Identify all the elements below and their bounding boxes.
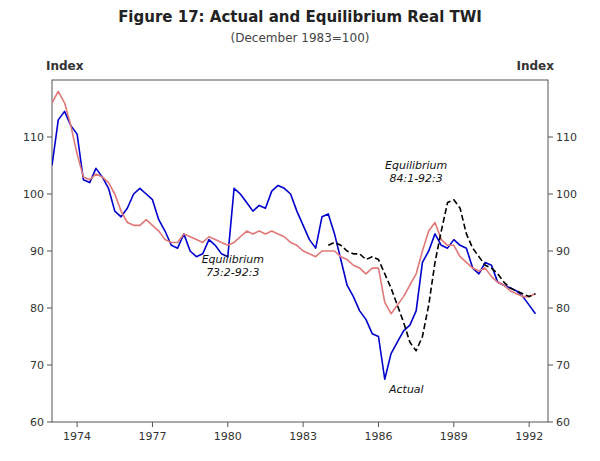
chart: Figure 17: Actual and Equilibrium Real T… bbox=[0, 0, 600, 461]
x-tick bbox=[303, 422, 304, 427]
y-tick bbox=[47, 308, 52, 309]
y2-tick bbox=[548, 365, 553, 366]
y-tick-label: 100 bbox=[23, 188, 44, 201]
y-tick-label: 60 bbox=[30, 416, 44, 429]
y2-tick-label: 80 bbox=[556, 302, 570, 315]
y-tick-label: 90 bbox=[30, 245, 44, 258]
x-tick bbox=[152, 422, 153, 427]
y2-axis-label: Index bbox=[517, 59, 555, 73]
y2-tick-label: 90 bbox=[556, 245, 570, 258]
x-tick bbox=[227, 422, 228, 427]
y2-tick-label: 110 bbox=[556, 131, 577, 144]
annotation-line: Equilibrium bbox=[385, 159, 447, 172]
lines bbox=[52, 91, 535, 379]
ticks: 1974 1977 1980 1983 1986 1989 1992 60 70 80 90 100 1… bbox=[23, 131, 577, 443]
y2-tick bbox=[548, 194, 553, 195]
x-tick bbox=[77, 422, 78, 427]
annotation-line: 84:1-92:3 bbox=[389, 172, 442, 185]
y-tick-label: 110 bbox=[23, 131, 44, 144]
title: Figure 17: Actual and Equilibrium Real T… bbox=[118, 8, 482, 26]
annotations: Equilibrium73:2-92:3Equilibrium84:1-92:3… bbox=[202, 159, 448, 397]
x-tick bbox=[378, 422, 379, 427]
annotation: Actual bbox=[388, 383, 424, 396]
y-tick-label: 80 bbox=[30, 302, 44, 315]
y2-tick bbox=[548, 308, 553, 309]
y2-tick-label: 70 bbox=[556, 359, 570, 372]
x-tick-label: 1974 bbox=[63, 430, 91, 443]
plot-frame bbox=[52, 80, 548, 422]
y2-tick bbox=[548, 251, 553, 252]
x-tick bbox=[529, 422, 530, 427]
y-tick bbox=[47, 194, 52, 195]
x-tick-label: 1986 bbox=[364, 430, 392, 443]
series-line bbox=[52, 111, 535, 379]
x-tick-label: 1980 bbox=[214, 430, 242, 443]
y-axis-label: Index bbox=[46, 59, 84, 73]
y2-tick-label: 60 bbox=[556, 416, 570, 429]
series-line bbox=[52, 91, 535, 313]
y2-tick-label: 100 bbox=[556, 188, 577, 201]
x-tick bbox=[453, 422, 454, 427]
annotation-line: 73:2-92:3 bbox=[206, 266, 259, 279]
x-tick-label: 1983 bbox=[289, 430, 317, 443]
y-tick bbox=[47, 422, 52, 423]
annotation: Equilibrium84:1-92:3 bbox=[385, 159, 447, 185]
subtitle: (December 1983=100) bbox=[231, 31, 370, 45]
x-tick-label: 1977 bbox=[138, 430, 166, 443]
y2-tick bbox=[548, 422, 553, 423]
y2-tick bbox=[548, 137, 553, 138]
y-tick bbox=[47, 365, 52, 366]
y-tick bbox=[47, 137, 52, 138]
series-line bbox=[328, 200, 535, 351]
annotation: Equilibrium73:2-92:3 bbox=[202, 253, 264, 279]
y-tick bbox=[47, 251, 52, 252]
annotation-line: Equilibrium bbox=[202, 253, 264, 266]
x-tick-label: 1992 bbox=[515, 430, 543, 443]
x-tick-label: 1989 bbox=[440, 430, 468, 443]
y-tick-label: 70 bbox=[30, 359, 44, 372]
